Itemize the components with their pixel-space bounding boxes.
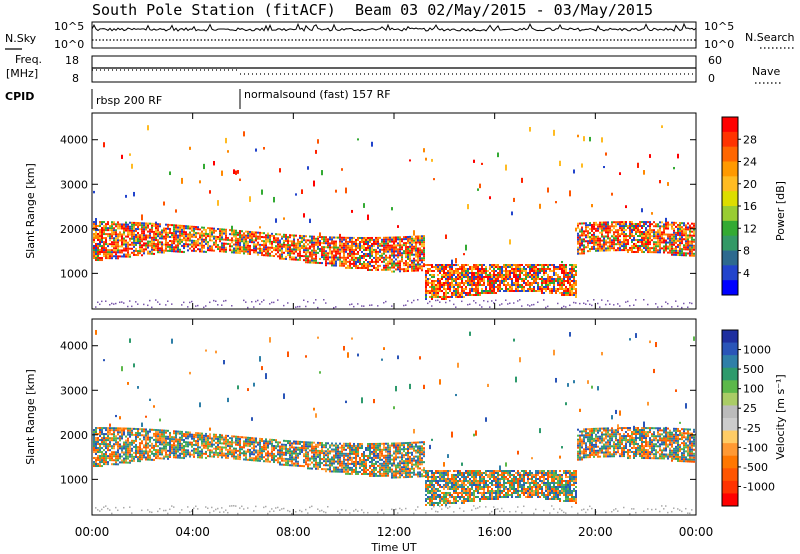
colorbar-segment [722, 418, 738, 432]
colorbar-segment [722, 443, 738, 457]
cpid-label: CPID [5, 90, 34, 103]
colorbar-segment [722, 161, 738, 177]
colorbar-segment [722, 131, 738, 148]
colorbar-tick-label: 100 [743, 383, 764, 396]
colorbar-segment [722, 191, 738, 207]
colorbar-segment [722, 455, 738, 469]
y-tick-label: 1000 [60, 473, 88, 486]
power-colorbar: 28 24 20 16 12 8 4 Power [dB] [721, 116, 787, 296]
colorbar-segment [722, 430, 738, 444]
colorbar-segment [722, 392, 738, 406]
velocity-colorbar: 1000 500 100 25 -25 -100 -500 -1000 Velocity [m… [721, 329, 787, 507]
chart-title: South Pole Station (fitACF) [92, 1, 336, 19]
x-tick-label: 12:00 [377, 525, 412, 539]
colorbar-segment [722, 468, 738, 482]
colorbar-tick-label: 20 [743, 178, 757, 191]
colorbar-segment [722, 330, 738, 344]
y-tick-label: 4000 [60, 134, 88, 147]
colorbar-tick-label: 1000 [743, 344, 771, 357]
power-ylabel: Slant Range [km] [24, 163, 37, 259]
y-tick-label: 3000 [60, 178, 88, 191]
colorbar-tick-label: 25 [743, 402, 757, 415]
colorbar-segment [722, 493, 738, 507]
colorbar-segment [722, 342, 738, 356]
colorbar-tick-label: -25 [743, 422, 761, 435]
colorbar-segment [722, 367, 738, 381]
cpid-segment-1: rbsp 200 RF [96, 94, 162, 107]
y-tick-label: 1000 [60, 267, 88, 280]
y-tick-label: 4000 [60, 340, 88, 353]
freq-left-label: Freq. [15, 53, 42, 66]
velocity-ylabel: Slant Range [km] [24, 369, 37, 465]
velocity-panel: Slant Range [km] 1000 2000 3000 4000 [24, 318, 697, 516]
freq-left-tick-low: 8 [72, 72, 79, 85]
colorbar-segment [722, 355, 738, 369]
colorbar-segment [722, 220, 738, 237]
nave-right-tick-low: 0 [708, 72, 715, 85]
colorbar-segment [722, 146, 738, 162]
colorbar-segment [722, 480, 738, 494]
colorbar-segment [722, 265, 738, 281]
noise-right-label: N.Search [745, 31, 795, 44]
colorbar-tick-label: 28 [743, 133, 757, 146]
freq-left-tick-high: 18 [65, 54, 79, 67]
noise-right-tick-low: 10^0 [704, 38, 734, 51]
colorbar-tick-label: -1000 [743, 480, 775, 493]
x-tick-label: 04:00 [175, 525, 210, 539]
x-tick-label: 20:00 [578, 525, 613, 539]
x-tick-label: 00:00 [75, 525, 110, 539]
colorbar-tick-label: 500 [743, 363, 764, 376]
colorbar-tick-label: 4 [743, 267, 750, 280]
x-tick-label: 16:00 [477, 525, 512, 539]
colorbar-tick-label: -500 [743, 461, 768, 474]
x-tick-label: 00:00 [679, 525, 714, 539]
noise-right-tick-high: 10^5 [704, 20, 734, 33]
colorbar-tick-label: 12 [743, 222, 757, 235]
x-axis-label: Time UT [370, 541, 416, 554]
x-axis: 00:00 04:00 08:00 12:00 16:00 20:00 00:00 [75, 113, 714, 539]
colorbar-segment [722, 176, 738, 192]
noise-left-tick-high: 10^5 [54, 20, 84, 33]
freq-left-unit: [MHz] [6, 67, 38, 80]
colorbar-segment [722, 235, 738, 251]
noise-sky-trace [91, 22, 697, 32]
colorbar-tick-label: 24 [743, 156, 757, 169]
noise-panel: N.Sky 10^5 10^0 10^5 10^0 N.Search [5, 20, 795, 51]
y-tick-label: 3000 [60, 384, 88, 397]
power-panel: Slant Range [km] 1000 2000 3000 4000 [24, 112, 697, 310]
colorbar-segment [722, 117, 738, 133]
velocity-colorbar-label: Velocity [m s⁻¹] [774, 374, 787, 459]
y-tick-label: 2000 [60, 429, 88, 442]
chart-subtitle: Beam 03 02/May/2015 - 03/May/2015 [355, 1, 653, 19]
nave-right-label: Nave [752, 65, 780, 78]
frequency-panel: Freq. [MHz] 18 8 60 0 Nave [6, 53, 782, 85]
y-tick-label: 2000 [60, 223, 88, 236]
colorbar-segment [722, 380, 738, 394]
colorbar-tick-label: 16 [743, 200, 757, 213]
colorbar-segment [722, 206, 738, 222]
power-colorbar-label: Power [dB] [774, 181, 787, 241]
colorbar-segment [722, 405, 738, 419]
noise-left-tick-low: 10^0 [54, 38, 84, 51]
cpid-row: CPID rbsp 200 RF normalsound (fast) 157 … [5, 88, 391, 109]
colorbar-tick-label: 8 [743, 245, 750, 258]
x-tick-label: 08:00 [276, 525, 311, 539]
nave-right-tick-high: 60 [708, 54, 722, 67]
colorbar-segment [722, 250, 738, 266]
noise-left-label: N.Sky [5, 32, 37, 45]
colorbar-segment [722, 280, 738, 296]
colorbar-tick-label: -100 [743, 441, 768, 454]
cpid-segment-2: normalsound (fast) 157 RF [244, 88, 391, 101]
